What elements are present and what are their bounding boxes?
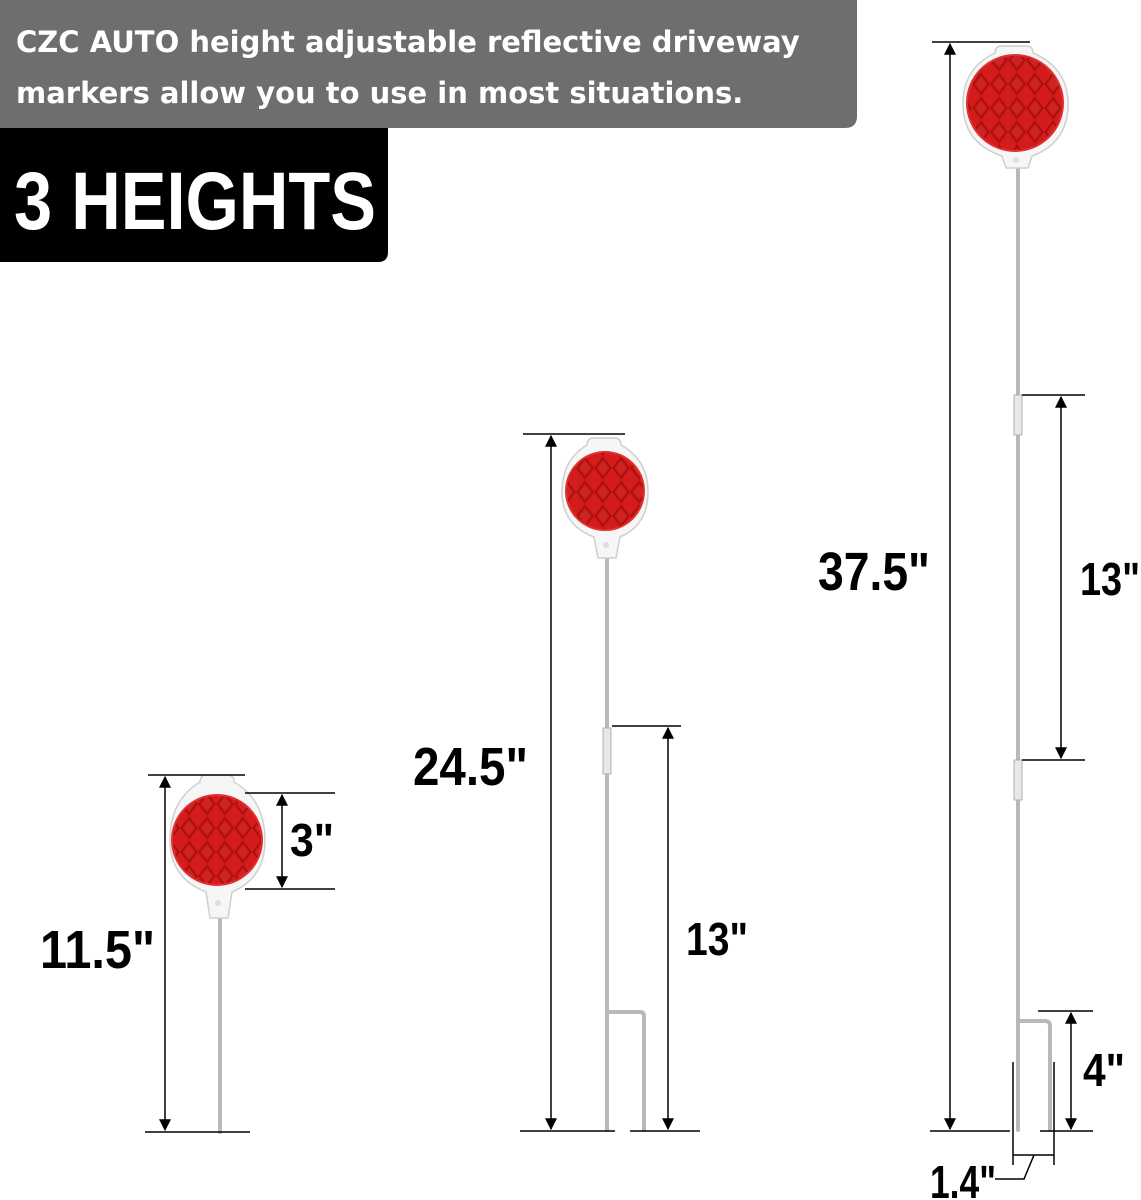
pole-joint — [602, 727, 612, 775]
red-reflector — [171, 794, 263, 886]
title-box: 3 HEIGHTS — [0, 128, 388, 262]
banner-line-1: CZC AUTO height adjustable reflective dr… — [16, 25, 800, 59]
banner-line-2: markers allow you to use in most situati… — [16, 76, 743, 110]
title-heading: 3 HEIGHTS — [14, 156, 376, 247]
description-banner: CZC AUTO height adjustable reflective dr… — [0, 0, 857, 128]
red-reflector — [966, 54, 1064, 152]
section-label-medium: 13" — [686, 913, 748, 965]
marker-small: 11.5" 3" — [40, 774, 335, 1134]
section-label-tall: 13" — [1080, 553, 1140, 605]
height-label-tall: 37.5" — [818, 542, 930, 602]
pole-joint — [1013, 759, 1023, 801]
stake-depth-label: 4" — [1083, 1044, 1125, 1096]
marker-medium: 24.5" 13" — [413, 433, 748, 1132]
height-label-medium: 24.5" — [413, 737, 528, 797]
red-reflector — [565, 451, 645, 531]
pole-joint — [1013, 394, 1023, 436]
height-label-small: 11.5" — [40, 920, 155, 980]
reflector-size-label: 3" — [290, 814, 334, 866]
marker-tall: 37.5" 13" 4" 1.4" — [818, 41, 1140, 1200]
stake-width-label: 1.4" — [930, 1156, 996, 1200]
